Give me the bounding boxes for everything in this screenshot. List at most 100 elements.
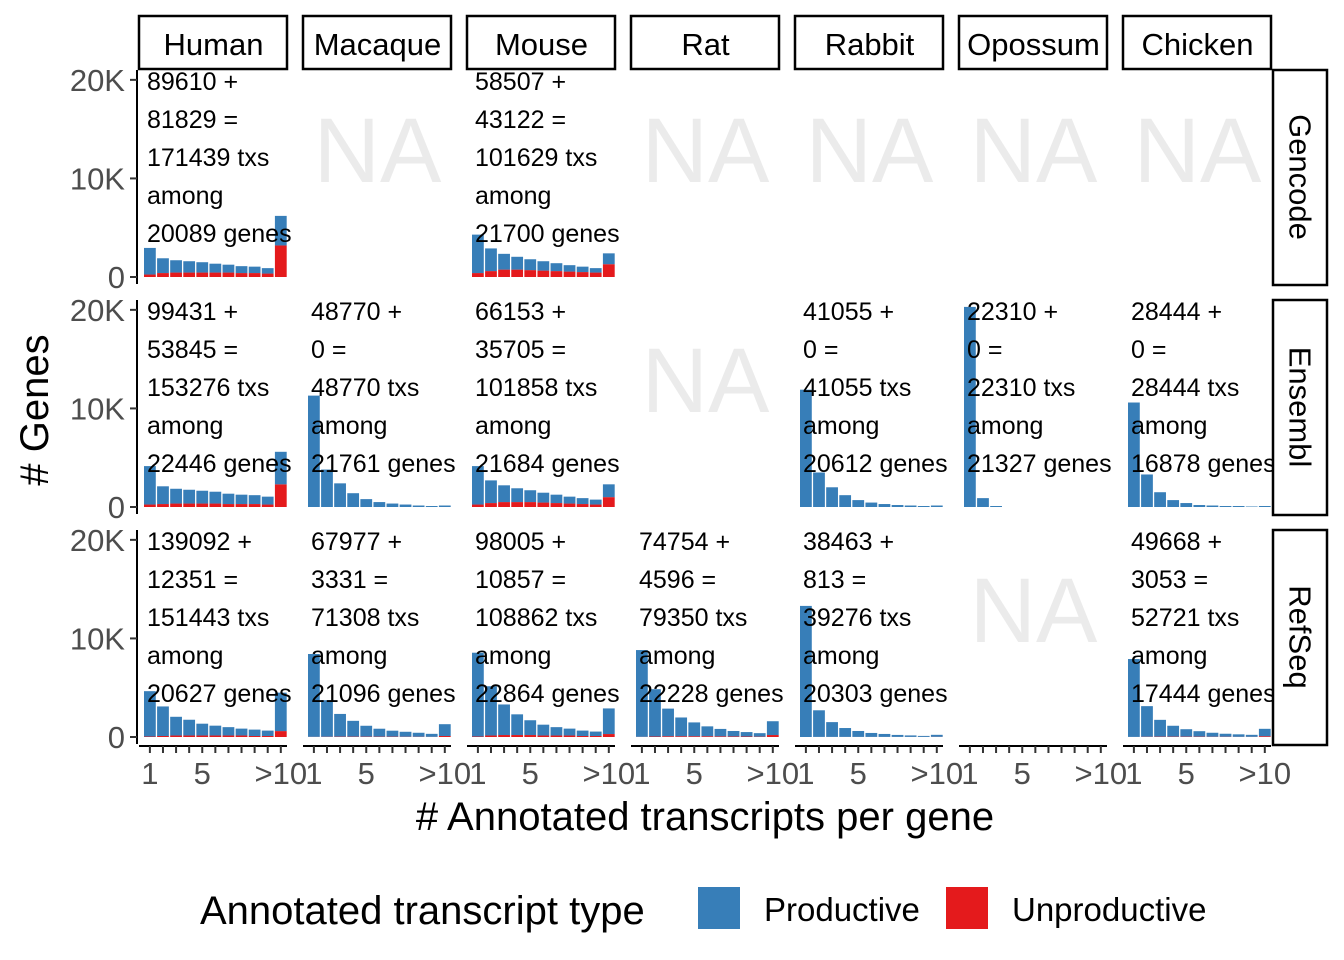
bar-productive-5 (852, 730, 865, 737)
bar-productive-2 (485, 248, 497, 272)
annotation-line-2: 52721 txs (1131, 604, 1239, 632)
annotation-line-1: 35705 = (475, 336, 566, 364)
na-label: NA (642, 330, 770, 432)
annotation-line-3: among (147, 642, 223, 670)
annotation-line-0: 67977 + (311, 528, 402, 556)
bar-productive-5 (688, 722, 701, 737)
bar-productive--10 (930, 734, 943, 737)
bar-productive-2 (485, 686, 497, 736)
bar-productive-6 (209, 491, 222, 504)
panels-layer: 89610 + 81829 = 171439 txs among 20089 genes… (144, 68, 1276, 737)
x-axis-opossum: 1 5 >10 (959, 745, 1128, 791)
annotation-line-1: 53845 = (147, 336, 238, 364)
bar-unproductive-4 (675, 736, 688, 737)
annotation-line-2: 48770 txs (311, 374, 419, 402)
bar-productive-10 (425, 506, 438, 507)
bar-productive-6 (209, 263, 222, 273)
bar-productive-3 (334, 713, 346, 737)
annotation-line-0: 22310 + (967, 298, 1058, 326)
bars (1128, 402, 1271, 507)
annotation-line-3: among (967, 412, 1043, 440)
bar-productive-8 (235, 728, 248, 736)
bar-unproductive-2 (485, 271, 497, 277)
y-axis-gencode: 0 10K 20K (70, 63, 138, 295)
panel-macaque-gencode: NA (314, 100, 442, 202)
bars (144, 451, 287, 507)
annotation: 98005 + 10857 = 108862 txs among 22864 genes (475, 528, 620, 708)
panel-rabbit-refseq: 38463 + 813 = 39276 txs among 20303 genes (800, 528, 948, 737)
bar-unproductive-6 (209, 272, 222, 277)
annotation-line-4: 20089 genes (147, 220, 292, 248)
bar-productive-9 (576, 498, 589, 505)
annotation-line-0: 28444 + (1131, 298, 1222, 326)
bar-unproductive-8 (235, 504, 248, 507)
x-axis-human: 1 5 >10 (139, 745, 307, 791)
bar-productive-10 (1245, 734, 1258, 737)
panel-rat-ensembl: NA (642, 330, 770, 432)
x-tick-label: 1 (961, 756, 978, 791)
bar-unproductive-7 (714, 736, 727, 737)
bar-unproductive-7 (550, 735, 563, 737)
strip-mouse: Mouse (465, 14, 617, 71)
panel-chicken-gencode: NA (1134, 100, 1262, 202)
annotation-line-2: 41055 txs (803, 374, 911, 402)
bar-productive--10 (274, 692, 287, 732)
bar-productive-9 (248, 266, 261, 274)
annotation-line-2: 79350 txs (639, 604, 747, 632)
bar-productive-7 (878, 733, 891, 737)
annotation-line-4: 20303 genes (803, 680, 948, 708)
bar-productive--10 (1258, 506, 1271, 507)
bar-unproductive-6 (537, 735, 550, 737)
strip-label-human: Human (164, 27, 264, 62)
strip-box-ensembl (1271, 298, 1329, 517)
annotation: 48770 + 0 = 48770 txs among 21761 genes (311, 298, 456, 478)
bar-productive-2 (157, 258, 169, 274)
strip-label-rat: Rat (681, 27, 730, 62)
annotation-line-3: among (639, 642, 715, 670)
annotation-line-0: 74754 + (639, 528, 730, 556)
strip-box-rabbit (793, 14, 945, 71)
bar-unproductive-7 (222, 735, 235, 737)
annotation-line-3: among (475, 642, 551, 670)
bar-unproductive-4 (183, 503, 196, 507)
bar-unproductive-2 (485, 503, 497, 507)
bar-unproductive-1 (472, 504, 484, 507)
strip-label-chicken: Chicken (1142, 27, 1254, 62)
annotation-line-1: 12351 = (147, 566, 238, 594)
bar-unproductive--10 (602, 264, 615, 277)
annotation-line-0: 99431 + (147, 298, 238, 326)
annotation-line-0: 38463 + (803, 528, 894, 556)
bar-productive-1 (800, 605, 812, 737)
x-tick-label: >10 (911, 756, 964, 791)
bar-productive--10 (274, 215, 287, 246)
strip-rat: Rat (629, 14, 781, 71)
bar-unproductive-2 (157, 736, 169, 737)
bar-productive-2 (1141, 706, 1153, 737)
bar-productive-9 (576, 730, 589, 737)
bar-unproductive-8 (563, 271, 576, 277)
bar-unproductive--10 (274, 245, 287, 277)
annotation: 67977 + 3331 = 71308 txs among 21096 genes (311, 528, 456, 708)
bar-productive-4 (511, 488, 524, 503)
x-tick-label: >10 (1075, 756, 1128, 791)
bar-unproductive-1 (144, 274, 156, 277)
bar-unproductive--10 (274, 731, 287, 737)
annotation-line-2: 101858 txs (475, 374, 597, 402)
bar-unproductive-2 (485, 735, 497, 737)
annotation-line-4: 17444 genes (1131, 680, 1276, 708)
y-axis-refseq: 0 10K 20K (70, 523, 138, 755)
annotation: 74754 + 4596 = 79350 txs among 22228 genes (639, 528, 784, 708)
annotation-line-1: 4596 = (639, 566, 716, 594)
annotation-line-3: among (147, 412, 223, 440)
bar-productive-2 (813, 472, 825, 507)
x-axis-rat: 1 5 >10 (631, 745, 799, 791)
bar-productive-4 (511, 714, 524, 736)
bar-unproductive--10 (438, 736, 451, 737)
panel-macaque-refseq: 67977 + 3331 = 71308 txs among 21096 genes (308, 528, 456, 737)
x-tick-label: 5 (522, 756, 539, 791)
bars (800, 389, 943, 507)
bar-unproductive-3 (498, 735, 510, 737)
bar-unproductive-1 (472, 273, 484, 277)
bar-productive-7 (550, 263, 563, 272)
